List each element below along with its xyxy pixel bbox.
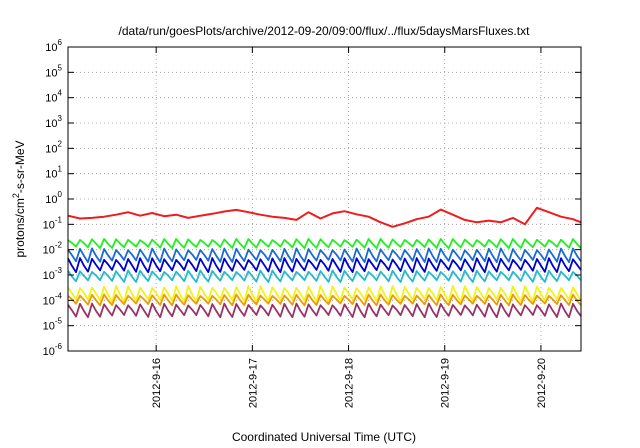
y-axis-label-sup: 2 [11, 193, 21, 198]
x-tick-label: 2012-9-19 [440, 358, 452, 408]
y-tick-exp: -3 [55, 266, 63, 275]
y-tick-exp: 6 [58, 38, 63, 47]
y-tick-exp: 3 [58, 114, 63, 123]
plot-area [67, 206, 582, 319]
y-tick-base: 10 [45, 42, 57, 54]
y-tick-label: 104 [45, 89, 62, 105]
y-tick-base: 10 [43, 245, 55, 257]
series-line-1 [67, 206, 582, 228]
y-tick-exp: -2 [55, 241, 63, 250]
x-tick-label: 2012-9-18 [344, 358, 356, 408]
series-line-6 [67, 285, 582, 303]
y-tick-exp: -5 [55, 317, 63, 326]
y-tick-base: 10 [45, 93, 57, 105]
y-tick-exp: 0 [58, 190, 63, 199]
x-tick-label: 2012-9-17 [247, 358, 259, 408]
y-tick-label: 10-2 [43, 241, 63, 257]
y-tick-base: 10 [45, 194, 57, 206]
y-axis-label-post: -s-sr-MeV [13, 140, 27, 193]
y-tick-base: 10 [43, 321, 55, 333]
y-axis-label-pre: protons/cm [13, 198, 27, 257]
y-tick-label: 10-4 [43, 291, 63, 307]
grid [68, 47, 581, 351]
series-line-4 [67, 257, 582, 274]
y-tick-label: 10-5 [43, 317, 63, 333]
series-line-7 [67, 293, 582, 307]
chart-title: /data/run/goesPlots/archive/2012-09-20/0… [119, 24, 531, 38]
y-tick-exp: -6 [55, 342, 63, 351]
y-tick-label: 10-3 [43, 266, 63, 282]
x-tick-label: 2012-9-16 [151, 358, 163, 408]
y-tick-base: 10 [43, 270, 55, 282]
y-tick-exp: -1 [55, 215, 63, 224]
y-tick-exp: 4 [58, 89, 63, 98]
y-tick-base: 10 [45, 118, 57, 130]
y-tick-base: 10 [43, 295, 55, 307]
y-tick-label: 105 [45, 63, 62, 79]
x-axis-label: Coordinated Universal Time (UTC) [232, 430, 416, 444]
x-axis: 2012-9-16 2012-9-17 2012-9-18 2012-9-19 2012… [151, 47, 548, 408]
y-tick-label: 100 [45, 190, 62, 206]
y-tick-base: 10 [45, 169, 57, 181]
y-tick-exp: 5 [58, 63, 63, 72]
y-tick-exp: 1 [58, 165, 63, 174]
y-tick-label: 106 [45, 38, 62, 54]
y-tick-exp: 2 [58, 139, 63, 148]
series-line-2 [67, 238, 582, 249]
series-line-8 [67, 302, 582, 319]
y-tick-base: 10 [43, 219, 55, 231]
x-tick-label: 2012-9-20 [536, 358, 548, 408]
y-tick-label: 103 [45, 114, 62, 130]
y-axis-label: protons/cm2-s-sr-MeV [11, 140, 27, 257]
y-tick-label: 102 [45, 139, 62, 155]
series-line-5 [67, 269, 582, 283]
series-line-3 [67, 247, 582, 263]
y-tick-base: 10 [45, 67, 57, 79]
y-axis: 10-610-510-410-310-210-11001011021031041… [43, 38, 581, 358]
y-tick-label: 10-1 [43, 215, 63, 231]
y-tick-label: 101 [45, 165, 62, 181]
y-tick-base: 10 [43, 346, 55, 358]
y-tick-base: 10 [45, 143, 57, 155]
y-tick-exp: -4 [55, 291, 63, 300]
y-tick-label: 10-6 [43, 342, 63, 358]
